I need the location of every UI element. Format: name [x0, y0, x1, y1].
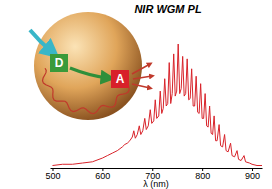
x-tick: 600 — [95, 168, 110, 181]
x-tick: 500 — [45, 168, 60, 181]
x-tick-label: 500 — [45, 171, 60, 181]
emission-arrow — [132, 84, 150, 88]
sphere — [34, 12, 142, 120]
x-tick-label: 900 — [245, 171, 260, 181]
x-axis-line — [51, 168, 263, 169]
illustration: DA — [30, 12, 152, 120]
chart: DANIR WGM PL500600700800900λ (nm) — [0, 0, 272, 189]
x-axis-title: λ (nm) — [143, 179, 169, 189]
x-tick-label: 800 — [195, 171, 210, 181]
annotation: A — [116, 72, 125, 86]
acceptor-box — [111, 70, 129, 88]
x-tick: 900 — [245, 168, 260, 181]
plot-area — [52, 44, 262, 166]
emission-arrow — [133, 76, 152, 79]
spectrum-line — [52, 44, 262, 166]
emission-arrow — [132, 64, 150, 74]
x-tick-label: 600 — [95, 171, 110, 181]
title: NIR WGM PL — [134, 3, 201, 15]
x-tick: 800 — [195, 168, 210, 181]
donor-box — [50, 54, 68, 72]
wgm-wave — [42, 68, 129, 113]
annotation: D — [55, 56, 64, 70]
transfer-arrow — [70, 68, 108, 78]
excitation-arrow — [30, 30, 52, 52]
